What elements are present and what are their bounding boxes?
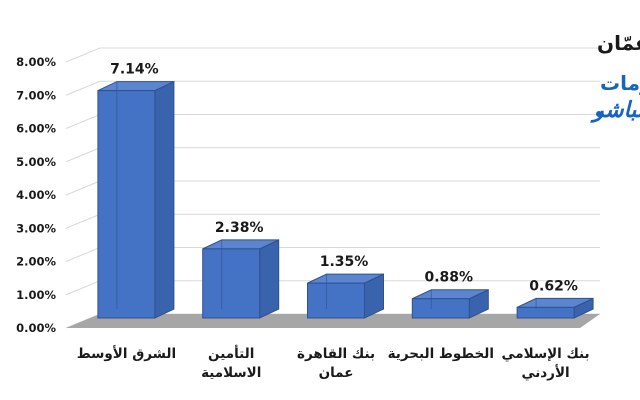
x-category-line: التأمين bbox=[208, 345, 254, 362]
gridline-side bbox=[65, 280, 101, 296]
x-category-line: بنك الإسلامي bbox=[502, 346, 590, 362]
gridline-side bbox=[65, 47, 101, 63]
y-axis-ticks: 0.00% 1.00% 2.00% 3.00% 4.00% 5.00% 6.00% 7.00%… bbox=[16, 55, 56, 335]
gridline-side bbox=[65, 147, 101, 163]
chart-title: أكثر 5 أسهم رابحة ببورصة عمّان bbox=[597, 29, 640, 55]
x-category-label: بنك القاهرة عمان bbox=[297, 346, 375, 381]
x-category-label: التأمين الاسلامية bbox=[201, 345, 261, 381]
y-tick-label: 6.00% bbox=[16, 122, 56, 136]
y-tick-label: 5.00% bbox=[16, 155, 56, 169]
logo-line-1: معلومات bbox=[600, 71, 640, 95]
x-category-line: الأردني bbox=[522, 364, 570, 381]
bar bbox=[516, 297, 594, 319]
bar-side bbox=[154, 80, 175, 319]
gridline-side bbox=[65, 180, 101, 196]
logo-line-2: مباشر bbox=[590, 98, 640, 123]
y-tick-label: 3.00% bbox=[16, 221, 56, 235]
bar bbox=[307, 273, 384, 319]
data-label: 1.35% bbox=[320, 254, 369, 270]
y-tick-label: 2.00% bbox=[16, 255, 56, 269]
bar bbox=[97, 80, 175, 319]
x-category-line: بنك القاهرة bbox=[297, 346, 375, 362]
gridlines bbox=[65, 47, 600, 329]
x-category-line: عمان bbox=[319, 365, 354, 381]
x-category-line: الشرق الأوسط bbox=[77, 345, 176, 362]
bar-front bbox=[307, 282, 365, 319]
bar-front bbox=[516, 306, 575, 319]
x-axis-categories: الشرق الأوسط التأمين الاسلامية بنك القاهرة ع… bbox=[77, 345, 590, 381]
gridline-side bbox=[65, 80, 101, 96]
y-tick-label: 8.00% bbox=[16, 55, 56, 69]
bar bbox=[411, 288, 489, 319]
bar-front bbox=[411, 298, 470, 319]
bar-front bbox=[97, 90, 156, 319]
x-category-label: بنك الإسلامي الأردني bbox=[502, 346, 590, 381]
data-label: 0.62% bbox=[529, 278, 578, 294]
bar-front bbox=[202, 248, 261, 319]
data-label: 2.38% bbox=[215, 220, 264, 236]
x-category-line: الخطوط البحرية bbox=[388, 346, 494, 362]
x-category-label: الخطوط البحرية bbox=[388, 346, 494, 362]
gridline-side bbox=[65, 114, 101, 129]
y-tick-label: 7.00% bbox=[16, 88, 56, 102]
y-tick-label: 4.00% bbox=[16, 188, 56, 202]
y-tick-label: 0.00% bbox=[16, 321, 56, 335]
data-label: 7.14% bbox=[110, 62, 159, 78]
bar bbox=[202, 239, 280, 319]
logo-dot bbox=[596, 111, 602, 117]
bars-group bbox=[97, 80, 594, 319]
logo: معلومات مباشر bbox=[590, 71, 640, 123]
y-tick-label: 1.00% bbox=[16, 288, 56, 302]
bar-side bbox=[259, 239, 280, 319]
x-category-label: الشرق الأوسط bbox=[77, 345, 176, 362]
x-category-line: الاسلامية bbox=[201, 365, 261, 381]
data-labels: 7.14% 2.38% 1.35% 0.88% 0.62% bbox=[110, 62, 578, 295]
gridline-side bbox=[65, 247, 101, 262]
gridline-side bbox=[65, 213, 101, 229]
data-label: 0.88% bbox=[425, 270, 474, 286]
